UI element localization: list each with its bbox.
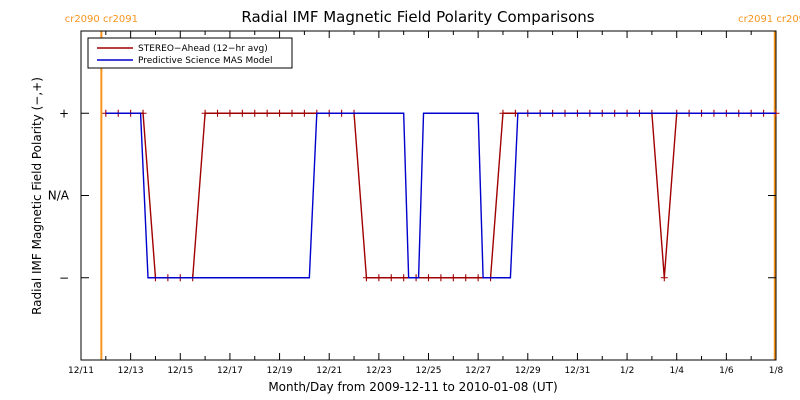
data-point-marker xyxy=(226,110,233,117)
y-axis-label: Radial IMF Magnetic Field Polarity (−,+) xyxy=(30,77,44,315)
data-point-marker xyxy=(288,110,295,117)
x-tick-label: 12/19 xyxy=(267,366,293,376)
x-tick-label: 1/8 xyxy=(769,366,784,376)
x-axis-label: Month/Day from 2009-12-11 to 2010-01-08 … xyxy=(268,380,557,394)
chart-title: Radial IMF Magnetic Field Polarity Compa… xyxy=(241,8,594,26)
data-point-marker xyxy=(475,274,482,281)
x-tick-label: 12/21 xyxy=(316,366,342,376)
data-point-marker xyxy=(363,274,370,281)
y-tick-label: + xyxy=(59,106,69,120)
polarity-chart: Radial IMF Magnetic Field Polarity Compa… xyxy=(0,0,800,400)
plot-frame xyxy=(81,31,776,360)
data-point-marker xyxy=(251,110,258,117)
data-point-marker xyxy=(375,274,382,281)
data-point-marker xyxy=(437,274,444,281)
data-point-marker xyxy=(400,274,407,281)
x-tick-label: 1/4 xyxy=(669,366,684,376)
data-point-marker xyxy=(499,110,506,117)
data-point-marker xyxy=(450,274,457,281)
data-point-marker xyxy=(661,274,668,281)
data-point-marker xyxy=(264,110,271,117)
data-point-marker xyxy=(425,274,432,281)
x-tick-label: 1/2 xyxy=(620,366,634,376)
carrington-marker-label: cr2090 cr2091 xyxy=(65,14,138,25)
data-point-marker xyxy=(239,110,246,117)
data-point-marker xyxy=(388,274,395,281)
carrington-marker-label: cr2091 cr2092 xyxy=(738,14,800,25)
legend: STEREO−Ahead (12−hr avg) Predictive Scie… xyxy=(88,38,292,68)
data-point-marker xyxy=(276,110,283,117)
x-tick-label: 12/25 xyxy=(416,366,442,376)
y-tick-label: N/A xyxy=(48,189,70,203)
x-tick-label: 12/27 xyxy=(465,366,491,376)
x-tick-label: 12/29 xyxy=(515,366,541,376)
data-point-marker xyxy=(214,110,221,117)
y-tick-label: − xyxy=(59,271,69,285)
x-tick-label: 12/31 xyxy=(564,366,590,376)
series-line-0 xyxy=(106,113,776,278)
x-tick-label: 12/11 xyxy=(68,366,94,376)
x-tick-label: 1/6 xyxy=(719,366,734,376)
data-point-marker xyxy=(301,110,308,117)
data-point-marker xyxy=(462,274,469,281)
x-tick-label: 12/23 xyxy=(366,366,392,376)
x-tick-label: 12/17 xyxy=(217,366,243,376)
data-point-marker xyxy=(202,110,209,117)
legend-label-stereo: STEREO−Ahead (12−hr avg) xyxy=(138,44,268,54)
x-tick-label: 12/13 xyxy=(118,366,144,376)
x-tick-label: 12/15 xyxy=(167,366,193,376)
legend-label-mas-model: Predictive Science MAS Model xyxy=(138,56,273,66)
